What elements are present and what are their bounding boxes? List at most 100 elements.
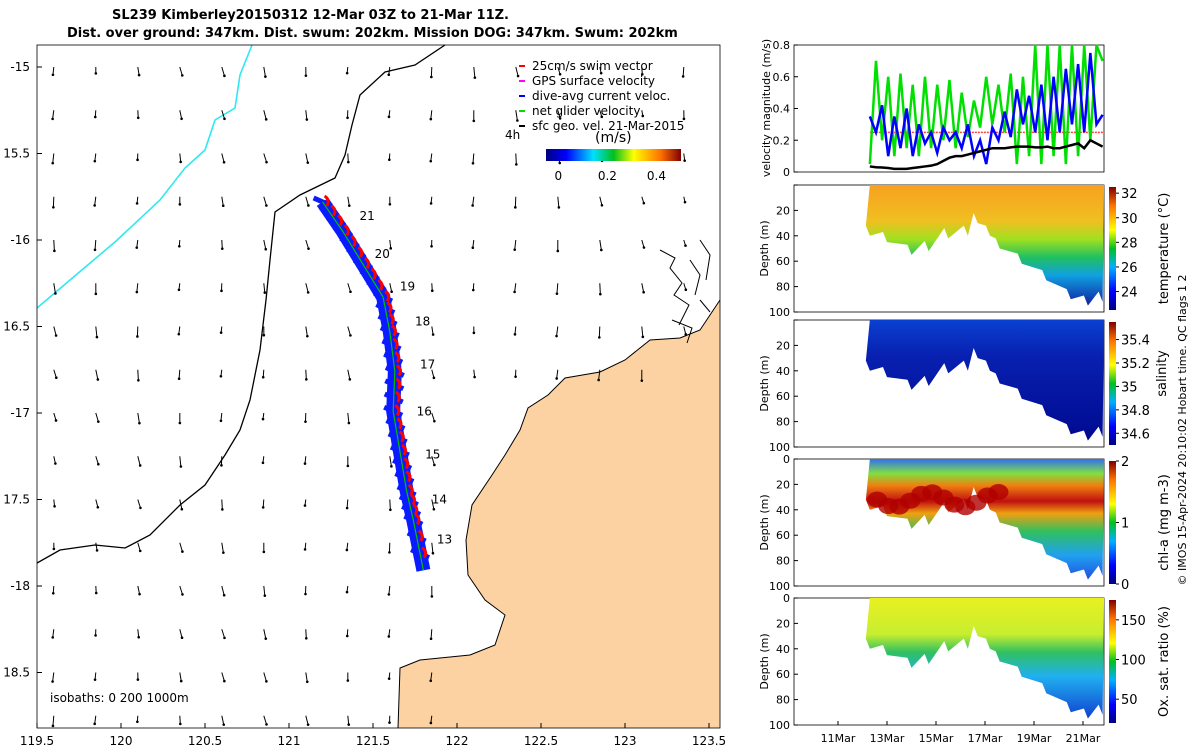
isobath-shallow — [37, 45, 253, 309]
arrow-head — [389, 247, 393, 250]
arrow-head — [515, 163, 518, 166]
colorbar-temperature — [1109, 187, 1116, 310]
x-tick-label: 122 — [446, 734, 469, 748]
arrow-head — [347, 421, 351, 425]
velocity-arrow — [179, 456, 182, 467]
y-tick-label: 100 — [769, 441, 790, 454]
velocity-arrow — [52, 66, 55, 75]
map-frame — [36, 44, 721, 729]
cbar-label: Ox. sat. ratio (%) — [1157, 606, 1172, 717]
velocity-arrow — [473, 66, 476, 78]
velocity-arrow — [431, 499, 435, 510]
velocity-arrow — [347, 412, 350, 424]
velocity-arrow — [305, 283, 309, 293]
arrow-head — [264, 637, 268, 640]
series-sfc-geo-vel- — [869, 138, 1104, 171]
arrow-head — [136, 678, 140, 681]
y-tick-label: 17.5 — [3, 493, 30, 507]
arrow-head — [136, 116, 140, 120]
arrow-head — [471, 246, 475, 250]
y-tick-label: 0 — [783, 166, 790, 179]
day-label: 18 — [415, 314, 430, 328]
velocity-arrow — [305, 153, 309, 163]
velocity-arrow — [95, 412, 99, 422]
arrow-head — [139, 506, 142, 510]
velocity-arrow — [52, 153, 55, 164]
arrow-head — [558, 161, 562, 165]
legend-entry: dive-avg current veloc. — [532, 89, 670, 103]
cbar-tick-label: 1 — [1121, 517, 1129, 532]
arrow-head — [642, 246, 646, 249]
velocity-arrow — [221, 542, 224, 553]
velocity-arrow — [347, 715, 350, 725]
velocity-arrow — [430, 672, 433, 681]
arrow-head — [558, 72, 562, 76]
arrow-head — [600, 203, 604, 207]
cbar-tick-label: 26 — [1121, 261, 1138, 276]
arrow-head — [430, 245, 433, 248]
arrow-head — [220, 247, 224, 250]
velocity-arrow — [263, 585, 266, 596]
day-label: 17 — [420, 358, 435, 372]
depth-ylabel: Depth (m) — [758, 633, 771, 689]
arrow-head — [51, 73, 55, 77]
cbar-tick-label: 34.8 — [1121, 404, 1150, 419]
arrow-head — [96, 505, 100, 509]
day-label: 13 — [437, 532, 452, 546]
swim-vector — [330, 204, 337, 217]
arrow-head — [347, 204, 351, 207]
arrow-head — [51, 161, 55, 165]
velocity-arrow — [136, 283, 139, 293]
arrow-head — [179, 160, 183, 164]
arrow-head — [221, 508, 224, 511]
legend-entry: net glider velocity — [532, 104, 640, 118]
y-tick-label: 60 — [776, 255, 790, 268]
depth-ylabel: Depth (m) — [758, 355, 771, 411]
arrow-head — [222, 593, 226, 597]
arrow-head — [513, 248, 517, 251]
arrow-head — [179, 465, 183, 468]
arrow-head — [429, 679, 433, 683]
velocity-arrow — [137, 412, 140, 424]
velocity-arrow — [221, 153, 225, 163]
velocity-arrow — [472, 153, 475, 164]
velocity-arrow — [388, 585, 391, 595]
velocity-arrow — [347, 326, 351, 336]
arrow-head — [220, 289, 223, 293]
y-tick-label: -16 — [10, 233, 30, 247]
arrow-head — [138, 549, 142, 553]
arrow-head — [390, 290, 393, 294]
arrow-head — [262, 333, 266, 337]
arrow-head — [177, 288, 181, 292]
y-tick-label: 80 — [776, 555, 790, 568]
arrow-head — [345, 71, 349, 75]
arrow-head — [94, 591, 98, 595]
velocity-arrow — [179, 66, 183, 76]
y-tick-label: 16.5 — [3, 320, 30, 334]
arrow-head — [51, 724, 55, 728]
velocity-arrow — [221, 672, 225, 682]
cbar-tick-label: 30 — [1121, 212, 1138, 227]
arrow-head — [558, 117, 562, 120]
y-tick-label: 18.5 — [3, 666, 30, 680]
x-tick-label: 11Mar — [821, 732, 856, 745]
y-tick-label: 0 — [783, 592, 790, 605]
velocity-arrow — [137, 629, 140, 638]
arrow-head — [222, 723, 226, 726]
arrow-head — [179, 722, 182, 726]
swim-vector — [395, 364, 402, 377]
arrow-head — [220, 464, 223, 467]
map-axes: 21 20 19 18 17 16 15 14 13 isobaths: 0 200 1000m — [37, 45, 720, 728]
arrow-head — [640, 73, 644, 76]
y-tick-label: 40 — [776, 643, 790, 656]
velocity-arrow — [53, 239, 55, 251]
arrow-head — [304, 74, 308, 77]
arrow-head — [51, 591, 55, 595]
y-tick-label: 0.2 — [773, 134, 791, 147]
arrow-head — [307, 247, 310, 250]
cbar-tick-label: 28 — [1121, 236, 1138, 251]
arrow-head — [180, 507, 184, 511]
arrow-head — [96, 378, 100, 381]
